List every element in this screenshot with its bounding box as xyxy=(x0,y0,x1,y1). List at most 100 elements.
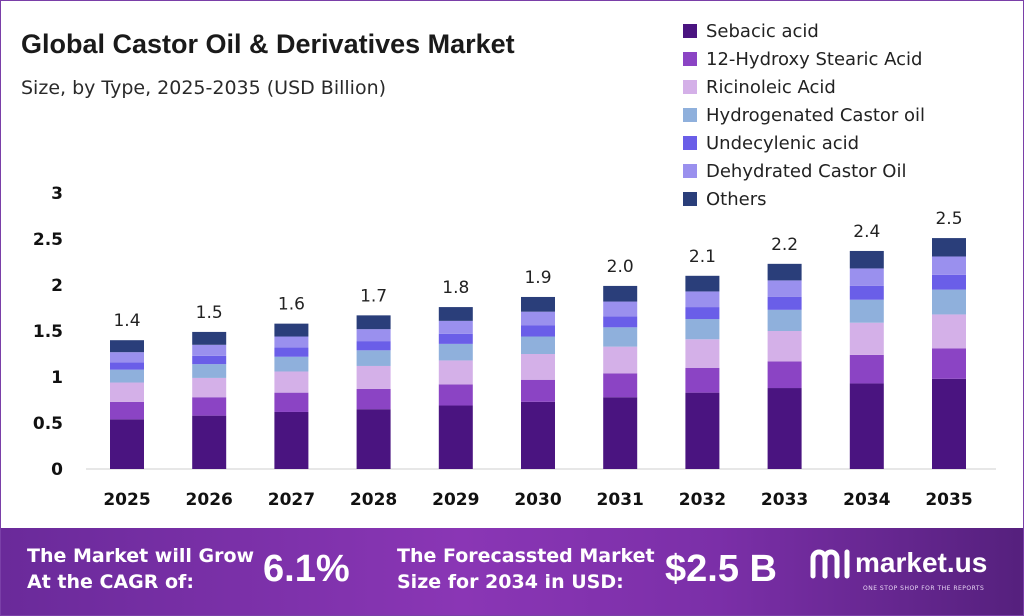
x-tick-label: 2028 xyxy=(350,490,397,510)
legend-label: Ricinoleic Acid xyxy=(706,76,836,98)
x-tick-label: 2026 xyxy=(186,490,233,510)
bar-segment xyxy=(110,419,144,469)
bar-segment xyxy=(603,346,638,374)
bar-segment xyxy=(356,365,391,389)
legend-swatch xyxy=(683,108,697,122)
bar-total-label: 2.2 xyxy=(771,235,798,255)
bar-segment xyxy=(603,373,638,398)
legend-item: Dehydrated Castor Oil xyxy=(683,157,925,185)
bar-segment xyxy=(849,383,884,469)
bar-segment xyxy=(767,309,802,331)
y-tick-label: 1 xyxy=(51,368,63,388)
brand-name: market.us xyxy=(855,547,988,578)
bar-segment xyxy=(603,316,638,328)
legend-label: Sebacic acid xyxy=(706,20,819,42)
bar-segment xyxy=(932,348,966,379)
bar-segment xyxy=(521,336,555,354)
bar-segment xyxy=(110,340,144,353)
x-tick-label: 2034 xyxy=(843,490,890,510)
legend-item: Sebacic acid xyxy=(683,17,925,45)
x-tick-label: 2031 xyxy=(597,490,644,510)
legend-label: 12-Hydroxy Stearic Acid xyxy=(706,48,923,70)
bar-segment xyxy=(849,354,884,384)
bar-segment xyxy=(932,289,966,315)
bar-segment xyxy=(932,378,966,469)
bar-segment xyxy=(603,397,638,469)
bar-segment xyxy=(192,355,227,365)
x-tick-label: 2032 xyxy=(679,490,726,510)
bar-segment xyxy=(438,360,473,385)
bar-segment xyxy=(274,336,309,348)
bar-segment xyxy=(274,371,309,393)
bar-segment xyxy=(603,285,638,302)
bar-segment xyxy=(849,250,884,269)
bar-segment xyxy=(274,347,309,357)
bar-segment xyxy=(438,405,473,469)
stacked-bar-chart: 0 0.5 1 1.5 2 2.5 3 1.4 1.5 1.6 1.7 1.8 1.9 2.0 2.1 2.… xyxy=(33,184,996,510)
legend-item: 12-Hydroxy Stearic Acid xyxy=(683,45,925,73)
bars-group xyxy=(110,238,966,469)
bar-total-label: 2.1 xyxy=(689,247,716,267)
bar-segment xyxy=(849,285,884,300)
legend-item: Hydrogenated Castor oil xyxy=(683,101,925,129)
forecast-label-line2: Size for 2034 in USD: xyxy=(397,571,624,593)
legend-label: Hydrogenated Castor oil xyxy=(706,104,926,126)
bar-segment xyxy=(767,361,802,389)
bar-segment xyxy=(685,319,720,340)
bar-segment xyxy=(767,331,802,362)
bar-segment xyxy=(767,296,802,310)
bar-segment xyxy=(521,311,555,326)
cagr-value: 6.1% xyxy=(263,548,350,590)
bar-segment xyxy=(192,377,227,398)
bar-segment xyxy=(438,307,473,321)
bar-total-label: 1.5 xyxy=(196,303,223,323)
legend-item: Undecylenic acid xyxy=(683,129,925,157)
bar-segment xyxy=(521,379,555,402)
bar-segment xyxy=(767,388,802,469)
y-tick-label: 2.5 xyxy=(33,230,63,250)
legend: Sebacic acid 12-Hydroxy Stearic Acid Ric… xyxy=(683,17,925,213)
bar-segment xyxy=(849,322,884,355)
bar-segment xyxy=(192,364,227,378)
legend-swatch xyxy=(683,52,697,66)
bar-segment xyxy=(603,327,638,347)
y-tick-label: 0.5 xyxy=(33,414,63,434)
legend-swatch xyxy=(683,164,697,178)
legend-label: Dehydrated Castor Oil xyxy=(706,160,907,182)
bar-segment xyxy=(767,280,802,297)
bar-segment xyxy=(356,329,391,342)
bar-segment xyxy=(192,415,227,469)
bar-segment xyxy=(274,411,309,469)
legend-label: Others xyxy=(706,188,767,210)
market-us-logo-icon xyxy=(810,549,850,579)
bar-segment xyxy=(521,325,555,337)
bar-segment xyxy=(274,392,309,412)
x-tick-label: 2025 xyxy=(103,490,150,510)
bar-segment xyxy=(356,341,391,351)
bar-segment xyxy=(521,401,555,469)
bar-total-label: 2.5 xyxy=(935,209,962,229)
bar-segment xyxy=(438,320,473,334)
bar-segment xyxy=(110,369,144,383)
forecast-label-line1: The Forecassted Market xyxy=(397,545,655,567)
bar-segment xyxy=(521,354,555,380)
bar-segment xyxy=(274,323,309,337)
bar-segment xyxy=(685,275,720,292)
bar-segment xyxy=(685,307,720,320)
legend-item: Others xyxy=(683,185,925,213)
x-axis: 2025 2026 2027 2028 2029 2030 2031 2032 2033 2034… xyxy=(103,490,972,510)
x-tick-label: 2029 xyxy=(432,490,479,510)
bar-segment xyxy=(932,238,966,257)
forecast-value: $2.5 B xyxy=(665,548,777,590)
legend-label: Undecylenic acid xyxy=(706,132,860,154)
bar-total-label: 1.6 xyxy=(278,295,305,315)
x-tick-label: 2030 xyxy=(514,490,561,510)
bar-segment xyxy=(438,384,473,406)
bar-segment xyxy=(685,339,720,368)
bar-total-label: 1.9 xyxy=(524,268,551,288)
bar-segment xyxy=(603,301,638,317)
bar-total-label: 2.0 xyxy=(607,257,634,277)
y-tick-label: 0 xyxy=(51,460,63,480)
bar-segment xyxy=(356,388,391,410)
y-tick-label: 2 xyxy=(51,276,63,296)
